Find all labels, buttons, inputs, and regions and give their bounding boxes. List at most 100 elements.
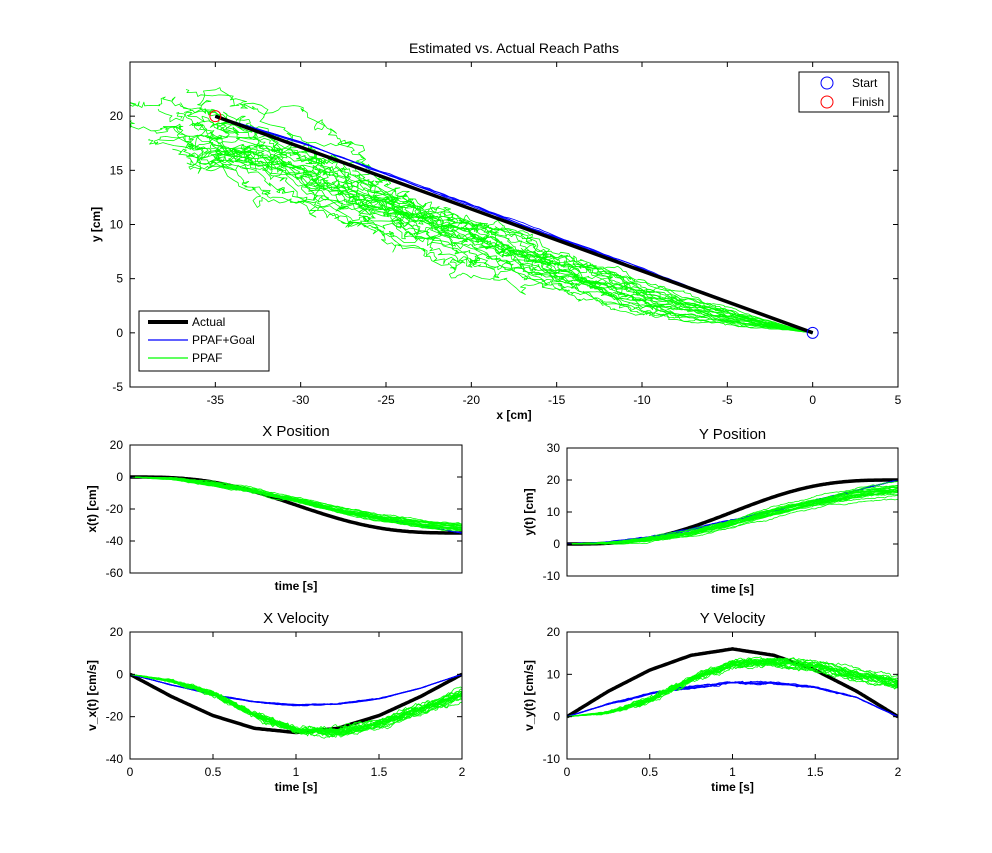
y-tick-label: 20 bbox=[110, 625, 124, 639]
actual-trace bbox=[567, 647, 898, 719]
x-tick-label: -30 bbox=[292, 393, 310, 407]
finish-legend-marker bbox=[820, 95, 834, 109]
x-tick-label: 2 bbox=[895, 765, 902, 779]
y-tick-label: -40 bbox=[106, 752, 124, 766]
x-tick-label: 0.5 bbox=[641, 765, 658, 779]
y-tick-label: 0 bbox=[553, 710, 560, 724]
ppaf-path bbox=[189, 121, 813, 334]
chart-ypos: -10 0 10 20 30 Y Position time [s] y(t) [cm] bbox=[522, 426, 899, 596]
y-tick-label: 0 bbox=[116, 326, 123, 340]
chart-reach: -5 0 5 10 15 20 -35 -30 -25 -20 -15 -10 -5 0 5 Estimate… bbox=[89, 40, 902, 422]
ppaf-trace bbox=[130, 673, 462, 735]
ppaf-trace bbox=[567, 485, 898, 545]
plot-area-ypos bbox=[567, 478, 898, 546]
x-tick-label: 2 bbox=[459, 765, 466, 779]
x-tick-label: -10 bbox=[633, 393, 651, 407]
y-tick-label: 10 bbox=[547, 667, 561, 681]
x-tick-label: 5 bbox=[895, 393, 902, 407]
y-tick-label: -60 bbox=[106, 566, 124, 580]
ppaf-goal-trace bbox=[567, 680, 898, 718]
ppaf-path bbox=[197, 87, 813, 334]
x-tick-label: 1.5 bbox=[807, 765, 824, 779]
plot-area-xpos bbox=[130, 475, 462, 535]
ppaf-trace bbox=[130, 673, 462, 731]
actual-path bbox=[214, 114, 814, 335]
ppaf-path bbox=[165, 123, 813, 334]
legend-label: PPAF+Goal bbox=[192, 333, 255, 347]
ppaf-path bbox=[193, 123, 813, 334]
x-tick-label: -25 bbox=[377, 393, 395, 407]
start-marker bbox=[806, 326, 819, 339]
y-axis-label: x(t) [cm] bbox=[85, 485, 99, 532]
plot-area-yvel bbox=[567, 647, 898, 719]
chart-title: X Velocity bbox=[263, 610, 329, 627]
y-tick-label: 10 bbox=[110, 218, 124, 232]
y-tick-label: 20 bbox=[547, 473, 561, 487]
ppaf-path bbox=[202, 134, 813, 334]
y-tick-label: 20 bbox=[110, 109, 124, 123]
x-tick-label: 0.5 bbox=[205, 765, 222, 779]
x-tick-label: -35 bbox=[207, 393, 225, 407]
ppaf-path bbox=[186, 157, 813, 334]
y-tick-label: -5 bbox=[112, 380, 123, 394]
x-tick-label: 1 bbox=[293, 765, 300, 779]
ppaf-path bbox=[191, 122, 813, 334]
ppaf-path bbox=[157, 108, 813, 334]
axes-box bbox=[129, 444, 463, 574]
actual-trace bbox=[130, 672, 462, 735]
legend-label: Actual bbox=[192, 315, 225, 329]
ppaf-path bbox=[186, 100, 813, 334]
y-tick-label: -20 bbox=[106, 502, 124, 516]
y-tick-label: -10 bbox=[543, 752, 561, 766]
chart-xvel: -40 -20 0 20 0 0.5 1 1.5 2 X Velocity time [s] v_x(… bbox=[85, 610, 466, 794]
x-tick-label: 0 bbox=[809, 393, 816, 407]
y-tick-label: -10 bbox=[543, 569, 561, 583]
x-axis-label: x [cm] bbox=[496, 408, 531, 422]
x-tick-label: 0 bbox=[564, 765, 571, 779]
legend-label: Start bbox=[852, 76, 878, 90]
x-tick-label: 0 bbox=[127, 765, 134, 779]
legend-label: PPAF bbox=[192, 351, 222, 365]
y-axis-label: y [cm] bbox=[89, 207, 103, 242]
y-tick-label: 5 bbox=[116, 272, 123, 286]
ppaf-trace bbox=[567, 490, 898, 545]
y-axis-label: y(t) [cm] bbox=[522, 488, 536, 535]
ppaf-path bbox=[185, 89, 813, 334]
plot-area-xvel bbox=[130, 672, 462, 739]
y-tick-label: -40 bbox=[106, 534, 124, 548]
y-tick-label: 0 bbox=[116, 470, 123, 484]
ppaf-trace bbox=[130, 476, 462, 530]
ppaf-path bbox=[148, 138, 813, 334]
y-tick-label: 0 bbox=[553, 537, 560, 551]
y-tick-label: 15 bbox=[110, 163, 124, 177]
x-axis-label: time [s] bbox=[711, 780, 754, 794]
chart-title: Y Position bbox=[699, 426, 766, 443]
y-axis-label: v_y(t) [cm/s] bbox=[522, 660, 536, 731]
x-tick-label: -20 bbox=[463, 393, 481, 407]
y-tick-label: 10 bbox=[547, 505, 561, 519]
chart-title: X Position bbox=[262, 423, 330, 440]
ppaf-path bbox=[159, 134, 813, 334]
y-tick-label: 30 bbox=[547, 441, 561, 455]
axes-box bbox=[129, 631, 463, 760]
ppaf-trace bbox=[130, 476, 462, 531]
x-tick-label: -15 bbox=[548, 393, 566, 407]
finish-marker bbox=[209, 110, 222, 123]
y-tick-label: 20 bbox=[110, 438, 124, 452]
start-legend-marker bbox=[820, 76, 834, 90]
x-axis-label: time [s] bbox=[275, 579, 318, 593]
y-tick-label: 0 bbox=[116, 667, 123, 681]
ppaf-path bbox=[178, 153, 813, 334]
ppaf-path bbox=[222, 115, 813, 334]
ppaf-trace bbox=[567, 498, 898, 545]
actual-trace bbox=[567, 478, 898, 546]
x-axis-label: time [s] bbox=[711, 582, 754, 596]
x-tick-label: 1 bbox=[729, 765, 736, 779]
x-tick-label: 1.5 bbox=[371, 765, 388, 779]
y-tick-label: -20 bbox=[106, 710, 124, 724]
y-axis-label: v_x(t) [cm/s] bbox=[85, 660, 99, 731]
ppaf-trace bbox=[567, 660, 898, 718]
ppaf-path bbox=[188, 147, 813, 334]
